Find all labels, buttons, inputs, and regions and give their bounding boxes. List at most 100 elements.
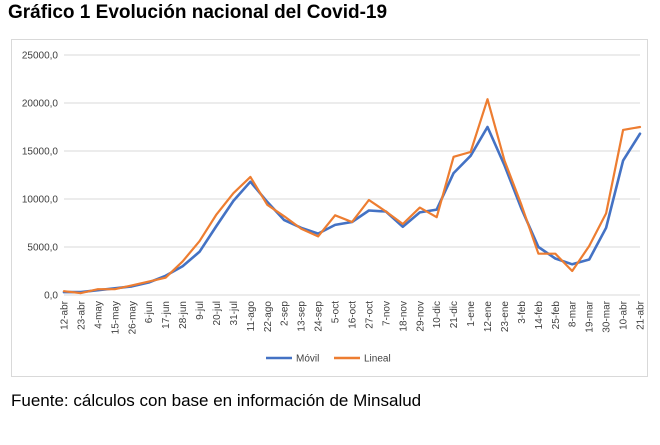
data-point — [419, 206, 421, 209]
x-tick-label: 30-mar — [602, 300, 613, 332]
data-point — [181, 265, 184, 267]
data-point — [351, 221, 353, 223]
data-point — [435, 216, 438, 218]
data-point — [80, 292, 82, 294]
data-point — [283, 215, 286, 218]
x-tick-label: 2-sep — [280, 301, 291, 326]
data-point — [164, 276, 167, 279]
legend-label: Lineal — [364, 354, 391, 365]
data-point — [402, 223, 404, 225]
data-point — [419, 211, 421, 214]
x-axis-ticks: 12-abr 23-abr 4-may 15-may 26-may 6-jun 17-jun… — [60, 300, 647, 334]
data-point — [131, 284, 133, 287]
data-point — [249, 176, 252, 178]
data-point — [571, 263, 573, 266]
data-point — [402, 226, 404, 228]
data-point — [435, 208, 438, 211]
x-tick-label: 20-jul — [212, 301, 223, 325]
data-point — [537, 252, 540, 255]
data-point — [469, 151, 472, 153]
data-point — [97, 288, 99, 290]
data-point — [554, 257, 557, 260]
x-tick-label: 6-jun — [144, 301, 155, 323]
data-point — [215, 225, 218, 227]
data-point — [452, 172, 455, 174]
legend: Móvil Lineal — [266, 354, 391, 365]
data-point — [63, 290, 65, 292]
data-point — [469, 155, 472, 157]
x-tick-label: 15-may — [110, 301, 121, 334]
data-point — [486, 98, 489, 100]
x-tick-label: 31-jul — [229, 301, 240, 325]
data-point — [300, 228, 303, 230]
data-point — [147, 280, 150, 283]
y-tick-label: 25000,0 — [22, 51, 59, 62]
data-point — [503, 164, 506, 167]
y-tick-label: 5000,0 — [27, 243, 58, 254]
series-line-lineal — [62, 98, 642, 295]
x-tick-label: 23-abr — [76, 300, 87, 330]
data-point — [198, 240, 201, 242]
data-point — [334, 214, 336, 217]
x-tick-label: 10-dic — [432, 301, 443, 328]
y-axis-ticks: 0,0 5000,0 10000,0 15000,0 20000,0 25000,0 — [22, 51, 59, 302]
chart-area: 0,0 5000,0 10000,0 15000,0 20000,0 25000,0 12… — [11, 39, 648, 377]
data-point — [605, 227, 607, 229]
x-tick-label: 25-feb — [551, 301, 562, 330]
data-point — [283, 219, 286, 221]
data-point — [198, 251, 201, 253]
grid-lines — [64, 54, 640, 296]
data-point — [588, 245, 590, 247]
x-tick-label: 14-feb — [534, 301, 545, 330]
x-tick-label: 22-ago — [263, 301, 274, 333]
data-point — [232, 192, 235, 194]
series-line-movil — [62, 125, 642, 294]
x-tick-label: 5-oct — [331, 301, 342, 323]
y-tick-label: 0,0 — [44, 291, 58, 302]
x-tick-label: 23-ene — [500, 301, 511, 333]
x-tick-label: 29-nov — [415, 301, 426, 332]
data-point — [503, 159, 506, 162]
data-point — [537, 246, 540, 248]
x-tick-label: 27-oct — [364, 301, 375, 329]
y-tick-label: 15000,0 — [22, 147, 59, 158]
x-tick-label: 1-ene — [466, 301, 477, 327]
data-point — [368, 209, 370, 212]
data-point — [639, 126, 641, 128]
data-point — [249, 180, 252, 183]
x-tick-label: 24-sep — [314, 301, 325, 332]
data-point — [622, 159, 624, 162]
source-note: Fuente: cálculos con base en información… — [11, 391, 422, 410]
x-tick-label: 3-feb — [517, 301, 528, 324]
y-tick-label: 10000,0 — [22, 195, 59, 206]
data-point — [334, 224, 336, 226]
x-tick-label: 10-abr — [619, 300, 630, 330]
data-point — [622, 129, 624, 131]
x-tick-label: 4-may — [93, 301, 104, 329]
data-point — [114, 288, 116, 290]
data-point — [368, 199, 370, 201]
x-tick-label: 11-ago — [246, 301, 257, 332]
line-chart: 0,0 5000,0 10000,0 15000,0 20000,0 25000,0 12… — [22, 51, 647, 365]
series-lines — [62, 98, 642, 295]
data-point — [639, 132, 641, 135]
x-tick-label: 17-jun — [161, 301, 172, 329]
data-point — [215, 213, 218, 216]
x-tick-label: 12-abr — [60, 300, 71, 330]
y-tick-label: 20000,0 — [22, 99, 59, 110]
x-tick-label: 19-mar — [585, 300, 596, 332]
x-tick-label: 28-jun — [178, 301, 189, 329]
data-point — [232, 200, 235, 202]
x-tick-label: 8-mar — [568, 300, 579, 327]
data-point — [317, 235, 319, 238]
data-point — [520, 204, 523, 206]
x-tick-label: 26-may — [127, 301, 138, 334]
x-tick-label: 13-sep — [297, 301, 308, 332]
data-point — [452, 156, 455, 158]
x-tick-label: 18-nov — [398, 301, 409, 332]
data-point — [588, 258, 590, 261]
data-point — [317, 232, 319, 235]
x-tick-label: 7-nov — [381, 301, 392, 326]
data-point — [266, 204, 269, 206]
x-tick-label: 21-dic — [449, 301, 460, 328]
